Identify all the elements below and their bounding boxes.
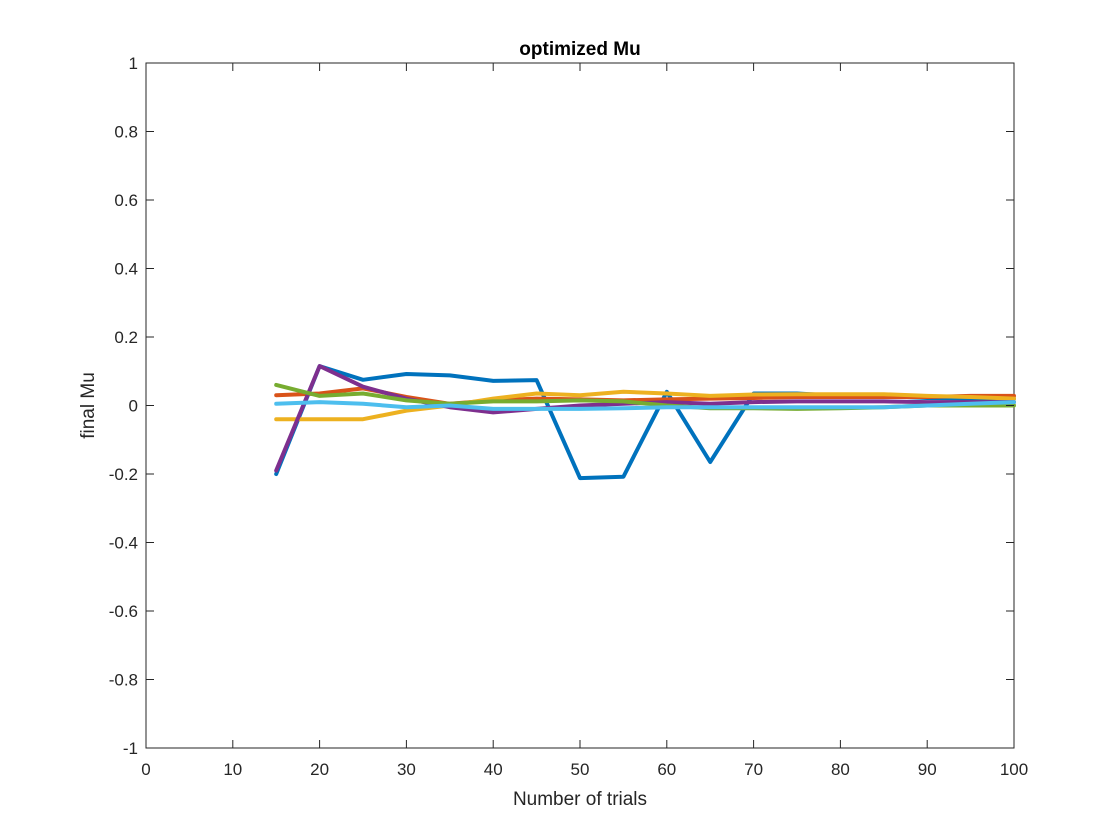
x-axis-label: Number of trials: [513, 789, 647, 810]
x-tick-label: 60: [657, 760, 676, 779]
x-tick-label: 100: [1000, 760, 1028, 779]
y-tick-label: -0.6: [109, 602, 138, 621]
x-tick-label: 70: [744, 760, 763, 779]
y-tick-label: -0.2: [109, 465, 138, 484]
y-tick-label: 0.6: [114, 191, 138, 210]
series-line-4: [274, 364, 1016, 473]
x-tick-label: 30: [397, 760, 416, 779]
y-tick-label: 0: [129, 397, 138, 416]
x-tick-label: 20: [310, 760, 329, 779]
chart-title: optimized Mu: [519, 39, 640, 60]
x-tick-label: 0: [141, 760, 150, 779]
y-tick-label: 0.2: [114, 328, 138, 347]
y-axis-label: final Mu: [78, 372, 99, 439]
x-tick-label: 40: [484, 760, 503, 779]
y-tick-label: 0.8: [114, 123, 138, 142]
y-tick-label: 0.4: [114, 260, 138, 279]
y-axis-ticks: -1 -0.8 -0.6 -0.4 -0.2 0 0.2 0.4 0.6 0.8 1: [109, 54, 1014, 758]
y-tick-label: -0.4: [109, 534, 138, 553]
y-tick-label: -0.8: [109, 671, 138, 690]
series-line-3: [274, 389, 1016, 422]
series-line-6: [274, 400, 1016, 411]
x-tick-label: 80: [831, 760, 850, 779]
x-axis-ticks: 0 10 20 30 40 50 60 70 80 90 100: [141, 63, 1028, 779]
series-line-1: [274, 364, 1016, 481]
y-tick-label: -1: [123, 739, 138, 758]
y-tick-label: 1: [129, 54, 138, 73]
x-tick-label: 10: [223, 760, 242, 779]
x-tick-label: 90: [918, 760, 937, 779]
series-group: [274, 364, 1016, 481]
x-tick-label: 50: [571, 760, 590, 779]
